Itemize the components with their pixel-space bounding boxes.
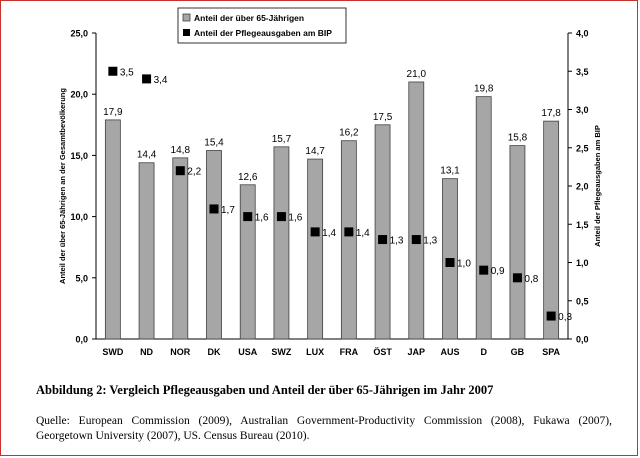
bar-value-label: 15,7 (272, 134, 292, 145)
marker-value-label: 0,9 (491, 266, 505, 277)
bar-value-label: 17,5 (373, 112, 393, 123)
left-tick-label: 25,0 (70, 29, 88, 39)
bar-value-label: 15,4 (204, 138, 224, 149)
marker-value-label: 1,3 (390, 236, 404, 247)
bar-ÖST (374, 124, 391, 340)
category-label: USA (238, 347, 258, 357)
marker-value-label: 1,6 (255, 213, 269, 224)
bar-value-label: 14,8 (171, 145, 191, 156)
bar-value-label: 17,9 (103, 107, 123, 118)
bar-JAP (408, 81, 425, 340)
marker-value-label: 2,2 (187, 167, 201, 178)
marker-value-label: 1,0 (457, 259, 471, 270)
marker-value-label: 3,5 (120, 67, 134, 78)
right-tick-label: 2,0 (576, 182, 589, 192)
marker-SWD (108, 66, 118, 76)
legend-label-bars: Anteil der über 65-Jährigen (194, 13, 304, 23)
marker-value-label: 0,3 (558, 312, 572, 323)
right-axis-title: Anteil der Pflegeausgaben am BIP (593, 125, 602, 247)
left-axis-title: Anteil der über 65-Jährigen an der Gesam… (58, 88, 67, 284)
marker-LUX (310, 227, 320, 237)
marker-SWZ (276, 212, 286, 222)
marker-GB (512, 273, 522, 283)
category-label: JAP (408, 347, 426, 357)
right-tick-label: 2,5 (576, 143, 589, 153)
bar-GB (509, 145, 526, 340)
category-label: LUX (306, 347, 324, 357)
category-label: D (480, 347, 487, 357)
marker-FRA (344, 227, 354, 237)
marker-value-label: 1,4 (356, 228, 370, 239)
left-tick-label: 15,0 (70, 151, 88, 161)
bar-FRA (340, 140, 357, 340)
category-label: NOR (170, 347, 191, 357)
category-label: SWD (102, 347, 123, 357)
category-label: AUS (440, 347, 459, 357)
bar-LUX (307, 158, 324, 340)
marker-value-label: 0,8 (524, 274, 538, 285)
left-tick-label: 0,0 (75, 335, 88, 345)
chart: 0,0 5,0 10,0 15,0 20,0 25,0 0,0 0,5 1,0 1,5 2,0 2,5… (58, 7, 602, 357)
bar-value-label: 16,2 (339, 128, 359, 139)
right-tick-label: 3,0 (576, 105, 589, 115)
bar-SWD (104, 119, 121, 340)
category-label: SPA (542, 347, 560, 357)
category-label: DK (208, 347, 221, 357)
bar-SPA (543, 120, 560, 340)
marker-D (479, 265, 489, 275)
legend-swatch-markers (183, 29, 190, 36)
bar-value-label: 21,0 (407, 69, 427, 80)
marker-JAP (411, 235, 421, 245)
left-tick-label: 5,0 (75, 273, 88, 283)
right-tick-label: 3,5 (576, 67, 589, 77)
left-tick-label: 20,0 (70, 90, 88, 100)
right-tick-label: 1,0 (576, 258, 589, 268)
category-label: ND (140, 347, 153, 357)
right-tick-label: 0,0 (576, 335, 589, 345)
bar-value-label: 14,7 (305, 146, 325, 157)
marker-SPA (546, 311, 556, 321)
marker-USA (243, 212, 253, 222)
marker-value-label: 3,4 (154, 75, 168, 86)
marker-value-label: 1,7 (221, 205, 235, 216)
bar-USA (239, 184, 256, 340)
bar-SWZ (273, 146, 290, 340)
bar-value-label: 14,4 (137, 150, 157, 161)
marker-value-label: 1,6 (288, 213, 302, 224)
left-tick-label: 10,0 (70, 212, 88, 222)
marker-value-label: 1,4 (322, 228, 336, 239)
marker-AUS (445, 258, 455, 267)
marker-NOR (175, 166, 185, 176)
bar-DK (206, 150, 222, 340)
category-label: GB (511, 347, 525, 357)
category-label: ÖST (373, 347, 392, 357)
right-tick-label: 1,5 (576, 220, 589, 230)
right-tick-label: 4,0 (576, 29, 589, 39)
marker-value-label: 1,3 (423, 236, 437, 247)
bar-value-label: 19,8 (474, 84, 494, 95)
bar-value-label: 12,6 (238, 172, 258, 183)
right-tick-label: 0,5 (576, 296, 589, 306)
category-label: FRA (340, 347, 359, 357)
bar-D (475, 96, 492, 340)
bar-ND (138, 162, 155, 340)
legend-swatch-bars (182, 13, 191, 22)
figure-caption: Abbildung 2: Vergleich Pflegeausgaben un… (36, 383, 494, 397)
figure-source: Quelle: European Commission (2009), Aust… (36, 415, 612, 442)
category-label: SWZ (271, 347, 291, 357)
bar-value-label: 13,1 (440, 166, 460, 177)
bar-value-label: 17,8 (541, 108, 561, 119)
legend-box (177, 7, 347, 44)
marker-DK (209, 204, 219, 214)
bar-NOR (172, 157, 189, 340)
legend-label-markers: Anteil der Pflegeausgaben am BIP (194, 28, 332, 38)
bar-value-label: 15,8 (508, 133, 528, 144)
marker-ÖST (378, 235, 388, 245)
marker-ND (142, 74, 152, 84)
